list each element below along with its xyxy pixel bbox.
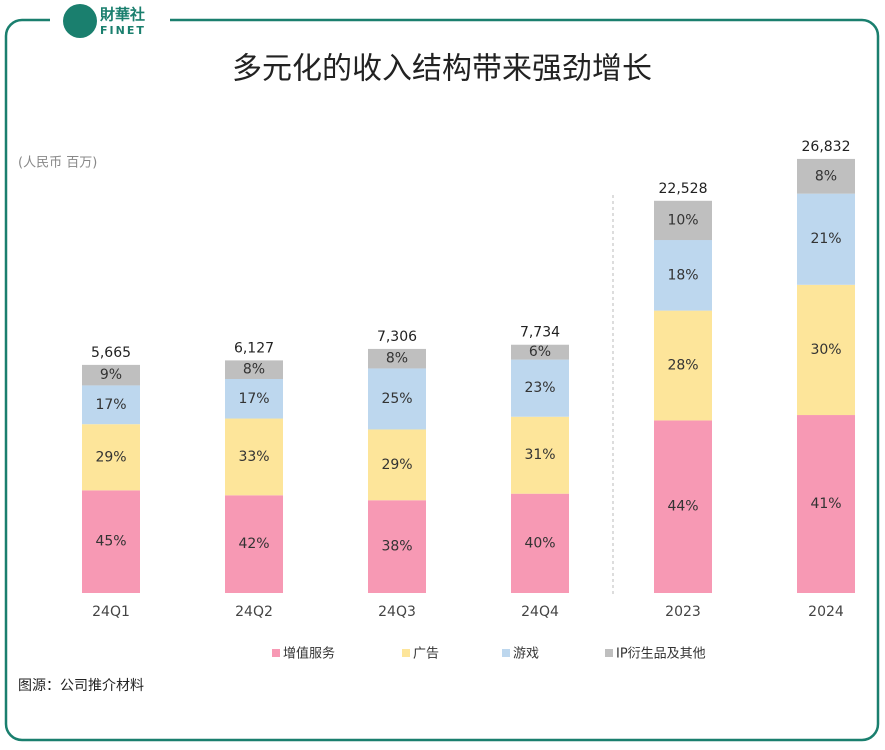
bar-segment xyxy=(82,424,140,491)
bar-segment xyxy=(797,284,855,416)
segment-label: 8% xyxy=(815,168,837,184)
x-tick-label: 24Q3 xyxy=(378,604,416,620)
legend-swatch xyxy=(605,649,613,657)
bar-segment xyxy=(225,360,283,379)
x-tick-label: 2023 xyxy=(665,604,701,620)
bar-segment xyxy=(511,493,569,593)
bar-segment xyxy=(225,378,283,419)
x-tick-label: 24Q2 xyxy=(235,604,273,620)
segment-label: 17% xyxy=(238,391,269,407)
bar-segment xyxy=(368,348,426,369)
legend-swatch xyxy=(502,649,510,657)
segment-label: 17% xyxy=(95,397,126,413)
bar-segment xyxy=(82,385,140,425)
segment-label: 21% xyxy=(810,231,841,247)
segment-label: 10% xyxy=(667,212,698,228)
segment-label: 30% xyxy=(810,342,841,358)
total-label: 5,665 xyxy=(91,345,131,361)
total-label: 7,734 xyxy=(520,325,560,341)
total-label: 22,528 xyxy=(659,181,708,197)
bar-segment xyxy=(368,429,426,501)
bar-segment xyxy=(654,420,712,593)
segment-label: 44% xyxy=(667,499,698,515)
segment-label: 18% xyxy=(667,267,698,283)
segment-label: 8% xyxy=(243,362,265,378)
bar-segment xyxy=(797,158,855,194)
segment-label: 29% xyxy=(381,457,412,473)
segment-label: 25% xyxy=(381,391,412,407)
bar-segment xyxy=(82,364,140,386)
segment-label: 29% xyxy=(95,449,126,465)
x-tick-label: 24Q4 xyxy=(521,604,559,620)
segment-label: 41% xyxy=(810,496,841,512)
segment-label: 31% xyxy=(524,447,555,463)
legend-swatch xyxy=(402,649,410,657)
chart-title: 多元化的收入结构带来强劲增长 xyxy=(232,52,652,87)
segment-label: 23% xyxy=(524,380,555,396)
segment-label: 8% xyxy=(386,351,408,367)
total-label: 6,127 xyxy=(234,340,274,356)
logo-latin: FINET xyxy=(100,24,146,37)
bar-segment xyxy=(797,193,855,285)
total-label: 26,832 xyxy=(802,139,851,155)
segment-label: 33% xyxy=(238,449,269,465)
bar-segment xyxy=(82,490,140,593)
bar-segment xyxy=(368,500,426,593)
segment-label: 6% xyxy=(529,344,551,360)
chart-subtitle: (人民币 百万) xyxy=(18,156,97,171)
bar-segment xyxy=(511,359,569,417)
segment-label: 45% xyxy=(95,534,126,550)
bar-segment xyxy=(797,415,855,593)
x-tick-label: 24Q1 xyxy=(92,604,130,620)
bar-segment xyxy=(225,418,283,496)
total-label: 7,306 xyxy=(377,329,417,345)
legend-label: 增值服务 xyxy=(283,646,335,662)
source-note: 图源：公司推介材料 xyxy=(18,678,144,694)
bar-segment xyxy=(511,344,569,360)
bar-segment xyxy=(654,240,712,311)
segment-label: 38% xyxy=(381,539,412,555)
legend-label: IP衍生品及其他 xyxy=(616,647,706,662)
x-tick-label: 2024 xyxy=(808,604,844,620)
logo-name: 財華社 xyxy=(99,6,145,24)
bar-segment xyxy=(368,368,426,430)
segment-label: 40% xyxy=(524,535,555,551)
legend-label: 游戏 xyxy=(513,647,539,662)
legend-label: 广告 xyxy=(413,647,439,662)
bar-segment xyxy=(654,200,712,241)
segment-label: 9% xyxy=(100,367,122,383)
bar-segment xyxy=(511,416,569,494)
bar-segment xyxy=(654,310,712,421)
segment-label: 28% xyxy=(667,358,698,374)
logo-mark xyxy=(63,4,97,38)
segment-label: 42% xyxy=(238,536,269,552)
bar-segment xyxy=(225,495,283,593)
legend-swatch xyxy=(272,649,280,657)
